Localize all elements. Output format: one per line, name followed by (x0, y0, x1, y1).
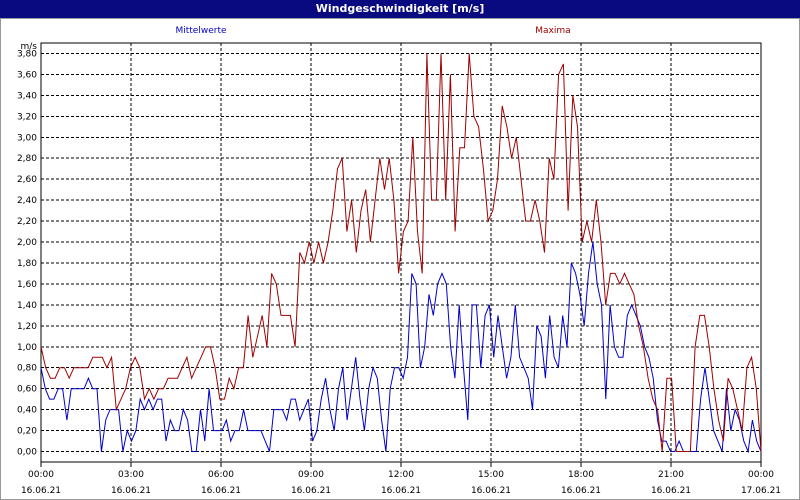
x-tick-time: 00:00 (748, 470, 774, 480)
x-tick-time: 12:00 (388, 470, 414, 480)
y-tick-label: 0,00 (17, 448, 37, 458)
x-tick-date: 16.06.21 (561, 486, 601, 496)
x-tick-date: 16.06.21 (21, 486, 61, 496)
y-tick-label: 0,80 (17, 364, 37, 374)
y-tick-label: 0,40 (17, 406, 37, 416)
series-line-maxima (40, 53, 762, 452)
chart-frame: 0,00 0,20 0,40 0,60 0,80 1,00 1,20 1,40 1,60 1,80… (0, 18, 800, 500)
x-tick-date: 16.06.21 (381, 486, 421, 496)
x-tick-date: 16.06.21 (111, 486, 151, 496)
legend-maxima: Maxima (535, 26, 570, 36)
y-tick-label: 2,80 (17, 154, 37, 164)
x-tick-time: 09:00 (298, 470, 324, 480)
y-tick-label: 3,60 (17, 70, 37, 80)
series-line-mittelwerte (40, 241, 762, 454)
x-tick-time: 21:00 (658, 470, 684, 480)
x-tick-date: 16.06.21 (291, 486, 331, 496)
axes (40, 42, 762, 467)
grid (41, 43, 761, 466)
series (40, 53, 762, 454)
y-tick-label: 2,20 (17, 217, 37, 227)
x-tick-date: 16.06.21 (201, 486, 241, 496)
wind-speed-chart: 0,00 0,20 0,40 0,60 0,80 1,00 1,20 1,40 1,60 1,80… (17, 26, 781, 496)
labels: 0,00 0,20 0,40 0,60 0,80 1,00 1,20 1,40 1,60 1,80… (17, 26, 781, 496)
legend-mittelwerte: Mittelwerte (175, 26, 226, 36)
x-tick-time: 03:00 (118, 470, 144, 480)
y-tick-label: 1,80 (17, 259, 37, 269)
plot-border (40, 42, 762, 463)
y-axis-label: m/s (21, 42, 38, 52)
y-tick-label: 0,60 (17, 385, 37, 395)
y-tick-label: 1,00 (17, 343, 37, 353)
y-tick-label: 2,40 (17, 196, 37, 206)
x-tick-date: 16.06.21 (651, 486, 691, 496)
y-tick-label: 2,00 (17, 238, 37, 248)
y-tick-label: 1,40 (17, 301, 37, 311)
x-tick-time: 06:00 (208, 470, 234, 480)
x-tick-time: 18:00 (568, 470, 594, 480)
y-tick-label: 3,80 (17, 49, 37, 59)
y-tick-label: 1,20 (17, 322, 37, 332)
y-tick-label: 3,40 (17, 91, 37, 101)
x-tick-date: 16.06.21 (471, 486, 511, 496)
x-tick-time: 15:00 (478, 470, 504, 480)
y-tick-label: 2,60 (17, 175, 37, 185)
x-tick-date: 17.06.21 (741, 486, 781, 496)
y-tick-label: 3,20 (17, 112, 37, 122)
chart-title: Windgeschwindigkeit [m/s] (0, 0, 800, 18)
y-tick-label: 1,60 (17, 280, 37, 290)
x-tick-time: 00:00 (28, 470, 54, 480)
y-tick-label: 0,20 (17, 427, 37, 437)
y-tick-label: 3,00 (17, 133, 37, 143)
